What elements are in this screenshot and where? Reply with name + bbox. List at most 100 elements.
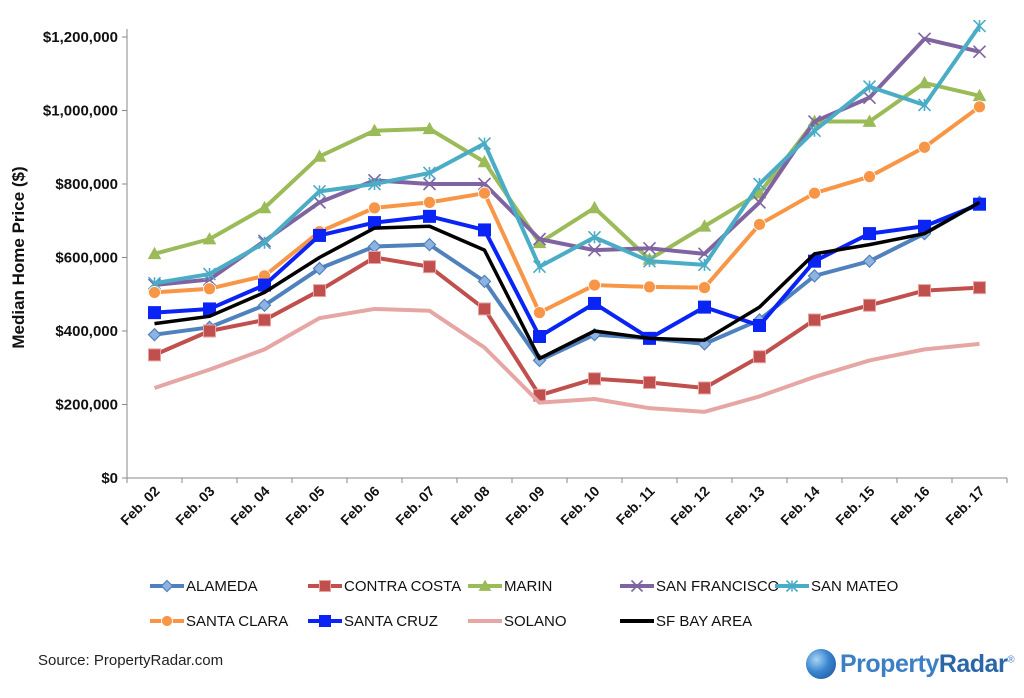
legend-label: CONTRA COSTA: [344, 578, 461, 595]
x-tick-label: Feb. 11: [613, 483, 658, 528]
data-point: [862, 114, 877, 127]
series-line: [154, 200, 981, 361]
data-point: [917, 75, 932, 89]
x-tick-label: Feb. 10: [557, 483, 603, 529]
data-point: [367, 123, 382, 137]
series-sf-bay-area: [154, 200, 981, 361]
y-tick-label: $800,000: [55, 176, 118, 193]
legend-marker: [161, 615, 173, 627]
data-point: [148, 348, 161, 362]
data-point: [312, 149, 327, 162]
data-point: [698, 300, 711, 314]
legend-item: SANTA CLARA: [150, 613, 288, 630]
legend-item: ALAMEDA: [150, 578, 258, 595]
legend-label: MARIN: [504, 578, 552, 595]
legend-item: CONTRA COSTA: [308, 578, 461, 595]
series-solano: [153, 306, 980, 414]
data-point: [202, 232, 217, 245]
legend-marker: [478, 579, 492, 591]
data-point: [423, 195, 436, 209]
data-point: [313, 284, 326, 298]
legend-marker: [630, 579, 644, 593]
y-tick-label: $600,000: [55, 250, 118, 267]
series-layer: [147, 20, 987, 414]
data-point: [147, 327, 162, 342]
data-point: [973, 281, 986, 295]
series-line: [153, 306, 980, 414]
data-point: [588, 296, 601, 310]
legend-label: SF BAY AREA: [656, 613, 752, 630]
x-tick-label: Feb. 05: [282, 483, 328, 529]
data-point: [753, 218, 766, 231]
data-point: [807, 269, 822, 283]
series-santa-cruz: [148, 197, 986, 345]
legend-marker: [319, 580, 331, 592]
y-tick-label: $1,200,000: [43, 29, 118, 46]
series-line: [153, 80, 980, 262]
data-point: [752, 195, 767, 209]
data-point: [147, 246, 162, 260]
y-tick-label: $200,000: [55, 397, 118, 414]
y-tick-label: $0: [101, 470, 118, 487]
data-point: [533, 330, 546, 344]
data-point: [698, 381, 711, 395]
data-point: [808, 186, 821, 200]
data-point: [477, 274, 492, 289]
series-marin: [147, 75, 987, 265]
data-point: [422, 166, 437, 180]
x-tick-label: Feb. 16: [887, 483, 933, 529]
data-point: [917, 32, 932, 46]
data-point: [862, 80, 877, 94]
data-point: [312, 184, 327, 198]
x-tick-label: Feb. 07: [392, 483, 438, 529]
data-point: [698, 281, 711, 295]
data-point: [918, 284, 931, 298]
data-point: [312, 261, 327, 276]
data-point: [587, 230, 602, 244]
y-tick-label: $1,000,000: [43, 103, 118, 120]
data-point: [148, 286, 161, 299]
data-point: [257, 298, 272, 313]
data-point: [312, 195, 327, 209]
source-note: Source: PropertyRadar.com: [38, 652, 224, 669]
data-point: [918, 140, 931, 154]
x-tick-label: Feb. 09: [502, 483, 548, 529]
data-point: [533, 306, 546, 320]
y-tick-label: $400,000: [55, 323, 118, 340]
x-tick-label: Feb. 13: [722, 483, 768, 529]
data-point: [477, 154, 492, 168]
data-point: [642, 241, 657, 255]
data-point: [588, 372, 601, 386]
logo-wordmark: PropertyRadar®: [840, 649, 1015, 678]
data-point: [148, 306, 161, 320]
data-point: [258, 313, 271, 327]
data-point: [257, 236, 272, 250]
legend-label: SANTA CRUZ: [344, 613, 438, 630]
data-point: [643, 375, 656, 389]
x-tick-label: Feb. 15: [832, 483, 878, 529]
series-san-mateo: [147, 20, 987, 290]
data-point: [203, 282, 216, 296]
series-line: [154, 202, 981, 341]
legend-item: SAN MATEO: [775, 578, 898, 595]
data-point: [477, 177, 492, 191]
legend-label: ALAMEDA: [186, 578, 258, 595]
property-radar-logo: PropertyRadar®: [806, 646, 1015, 682]
globe-icon: [806, 649, 836, 679]
legend-marker: [319, 615, 331, 627]
series-line: [154, 200, 981, 363]
data-point: [203, 324, 216, 338]
data-point: [587, 200, 602, 214]
x-tick-label: Feb. 14: [777, 483, 823, 529]
data-point: [863, 298, 876, 312]
legend-label: SANTA CLARA: [186, 613, 288, 630]
x-tick-label: Feb. 03: [172, 483, 218, 529]
legend-marker: [160, 579, 174, 593]
legend-label: SOLANO: [504, 613, 567, 630]
data-point: [422, 121, 437, 135]
data-point: [917, 98, 932, 112]
data-point: [807, 124, 822, 138]
legend-item: SOLANO: [468, 613, 567, 630]
data-point: [478, 302, 491, 316]
